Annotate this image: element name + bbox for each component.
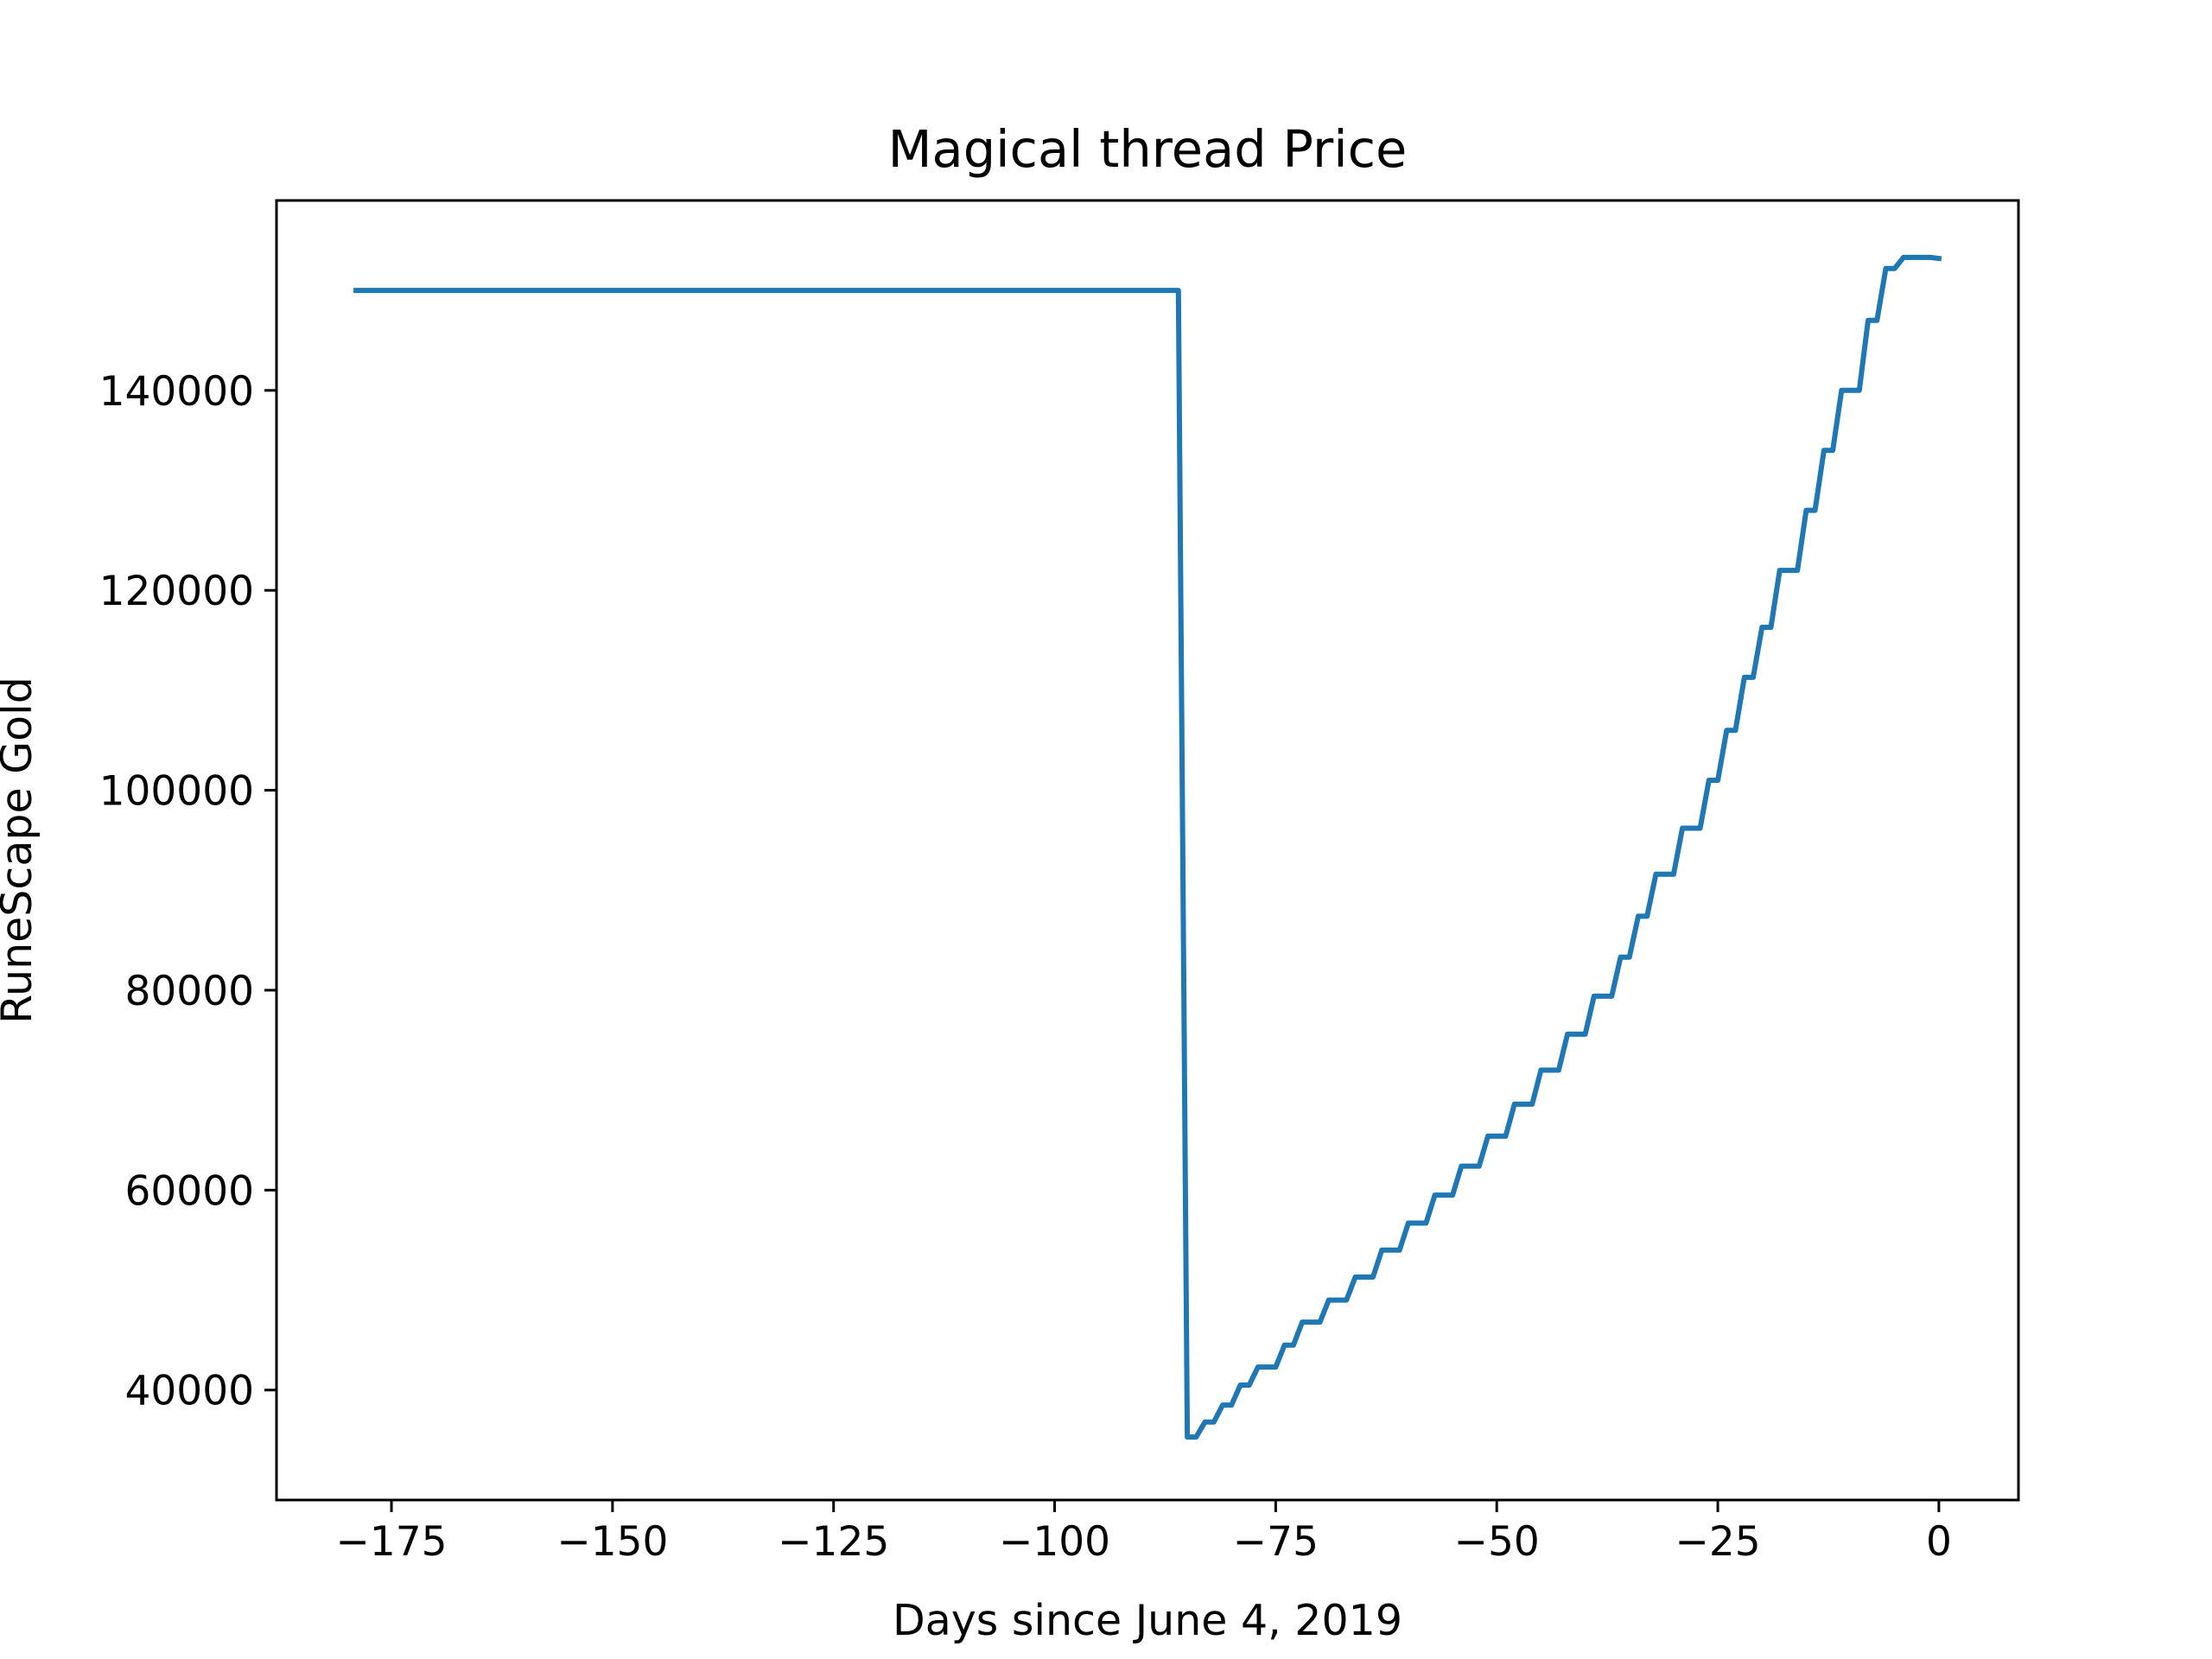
chart-title: Magical thread Price (888, 119, 1408, 179)
series-line-0 (353, 254, 1942, 1440)
y-tick-label: 40000 (124, 1368, 254, 1415)
x-axis: −175 −150 −125 −100 −75 −50 −25 0 (335, 1500, 1952, 1566)
x-tick-label: 0 (1926, 1518, 1952, 1566)
y-tick-label: 60000 (124, 1167, 254, 1215)
y-tick-label: 80000 (124, 968, 254, 1015)
x-tick-label: −25 (1675, 1518, 1760, 1566)
x-axis-label: Days since June 4, 2019 (893, 1596, 1402, 1645)
y-tick-label: 140000 (99, 368, 254, 416)
y-axis-label: RuneScape Gold (0, 677, 41, 1024)
series-layer (353, 254, 1942, 1440)
x-tick-label: −100 (999, 1518, 1110, 1566)
y-axis: 40000 60000 80000 100000 120000 140000 (99, 368, 276, 1415)
x-tick-label: −150 (556, 1518, 668, 1566)
y-tick-label: 120000 (99, 568, 254, 615)
x-tick-label: −175 (335, 1518, 447, 1566)
x-tick-label: −75 (1233, 1518, 1319, 1566)
x-tick-label: −125 (778, 1518, 889, 1566)
y-tick-label: 100000 (99, 768, 254, 816)
plot-frame (275, 199, 2020, 1502)
x-tick-label: −50 (1454, 1518, 1540, 1566)
